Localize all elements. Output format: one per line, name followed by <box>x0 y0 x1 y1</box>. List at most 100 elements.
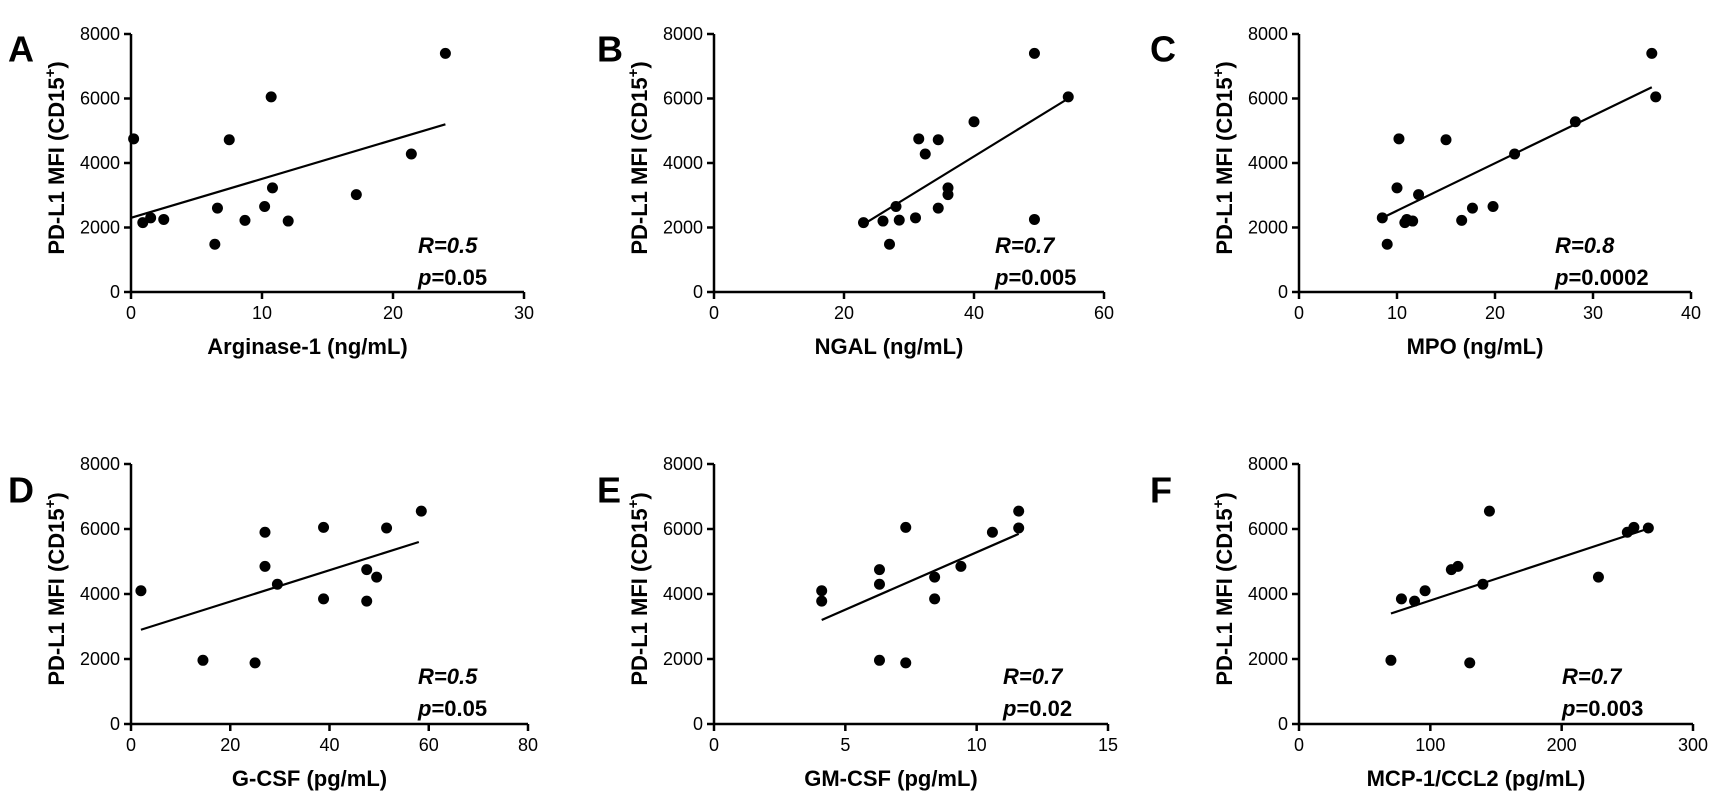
panel-c: C 0 2000 4000 6000 8000 0 10 20 30 40 MPO (ng/mL) PD… <box>1150 24 1701 359</box>
y-tick-label: 8000 <box>1248 454 1288 474</box>
y-tick-label: 4000 <box>80 153 120 173</box>
data-point <box>1464 657 1476 669</box>
x-axis-title: G-CSF (pg/mL) <box>232 766 387 791</box>
y-tick-label: 0 <box>693 714 703 734</box>
data-point <box>145 212 157 224</box>
data-point <box>1642 522 1654 534</box>
x-tick-label: 0 <box>1294 735 1304 755</box>
x-tick-label: 0 <box>126 303 136 323</box>
data-point <box>137 217 149 229</box>
x-tick-label: 10 <box>967 735 987 755</box>
data-point <box>877 215 889 227</box>
y-tick-label: 2000 <box>663 218 703 238</box>
data-point <box>381 522 393 534</box>
x-axis-title: MCP-1/CCL2 (pg/mL) <box>1367 766 1586 791</box>
data-point <box>361 595 373 607</box>
data-point <box>439 47 451 59</box>
y-tick-label: 8000 <box>80 454 120 474</box>
data-point <box>158 213 170 225</box>
data-point <box>1509 148 1521 160</box>
data-point <box>816 585 828 597</box>
y-tick-label: 0 <box>1278 714 1288 734</box>
correlation-r: R=0.7 <box>1003 664 1064 689</box>
y-tick-label: 4000 <box>80 584 120 604</box>
x-tick-label: 20 <box>383 303 403 323</box>
x-tick-label: 5 <box>840 735 850 755</box>
y-axis-title: PD-L1 MFI (CD15+) <box>42 61 69 254</box>
correlation-r: R=0.8 <box>1555 233 1615 258</box>
data-point <box>1409 595 1421 607</box>
data-point <box>968 116 980 128</box>
p-value: p=0.0002 <box>1554 265 1649 290</box>
data-point <box>858 217 869 229</box>
data-point <box>1395 593 1407 605</box>
regression-line <box>1390 527 1648 615</box>
x-tick-label: 20 <box>834 303 854 323</box>
y-tick-label: 2000 <box>80 649 120 669</box>
panel-letter: F <box>1150 469 1172 510</box>
x-tick-label: 200 <box>1547 735 1577 755</box>
x-tick-label: 100 <box>1415 735 1445 755</box>
p-value: p=0.003 <box>1561 696 1643 721</box>
data-point <box>919 148 931 160</box>
y-tick-label: 8000 <box>1248 24 1288 44</box>
data-point <box>932 134 944 146</box>
data-point <box>405 148 417 160</box>
y-tick-label: 8000 <box>80 24 120 44</box>
panel-d: D 0 2000 4000 6000 8000 0 20 40 60 80 G-CSF (pg/mL)… <box>8 454 538 791</box>
y-axis-title: PD-L1 MFI (CD15+) <box>1210 61 1237 254</box>
data-point <box>873 654 885 666</box>
correlation-r: R=0.5 <box>418 664 478 689</box>
data-point <box>259 526 271 538</box>
data-point <box>1381 238 1393 250</box>
data-point <box>239 214 251 226</box>
data-point <box>890 201 902 213</box>
y-tick-label: 6000 <box>80 519 120 539</box>
data-point <box>910 212 921 224</box>
y-tick-label: 0 <box>110 282 120 302</box>
x-tick-label: 30 <box>514 303 534 323</box>
data-point <box>135 585 147 597</box>
data-point <box>249 657 261 669</box>
data-point <box>1028 47 1040 59</box>
panel-a: A 0 2000 4000 6000 8000 0 10 20 30 Arginase-1 (ng/… <box>8 24 534 359</box>
data-point <box>265 91 277 103</box>
x-axis-title: MPO (ng/mL) <box>1407 334 1544 359</box>
x-tick-label: 300 <box>1678 735 1708 755</box>
y-tick-label: 4000 <box>1248 584 1288 604</box>
data-point <box>1592 571 1604 583</box>
data-point <box>1477 578 1489 590</box>
x-tick-label: 0 <box>1294 303 1304 323</box>
data-point <box>1013 505 1025 517</box>
data-point <box>1062 91 1074 103</box>
x-tick-label: 0 <box>126 735 136 755</box>
data-point <box>1413 189 1425 201</box>
x-tick-label: 15 <box>1098 735 1118 755</box>
y-axis-title: PD-L1 MFI (CD15+) <box>42 492 69 685</box>
data-point <box>893 214 905 226</box>
data-point <box>913 133 925 145</box>
data-point <box>318 593 330 605</box>
data-point <box>816 595 828 607</box>
y-tick-label: 2000 <box>663 649 703 669</box>
y-axis-title: PD-L1 MFI (CD15+) <box>625 61 652 254</box>
panel-b: B 0 2000 4000 6000 8000 0 20 40 60 NGAL (ng/mL) PD-… <box>597 24 1114 359</box>
data-point <box>929 571 941 583</box>
data-point <box>259 560 271 572</box>
x-tick-label: 80 <box>518 735 538 755</box>
x-axis-title: NGAL (ng/mL) <box>815 334 964 359</box>
data-point <box>209 238 221 250</box>
x-axis-title: Arginase-1 (ng/mL) <box>207 334 407 359</box>
data-point <box>361 564 373 576</box>
p-value: p=0.005 <box>994 265 1076 290</box>
y-tick-label: 2000 <box>1248 218 1288 238</box>
data-point <box>932 202 944 214</box>
data-point <box>1028 213 1040 225</box>
data-point <box>223 134 235 146</box>
data-point <box>271 578 283 590</box>
regression-line <box>821 532 1020 622</box>
x-tick-label: 40 <box>1681 303 1701 323</box>
x-tick-label: 20 <box>220 735 240 755</box>
data-point <box>1419 585 1431 597</box>
